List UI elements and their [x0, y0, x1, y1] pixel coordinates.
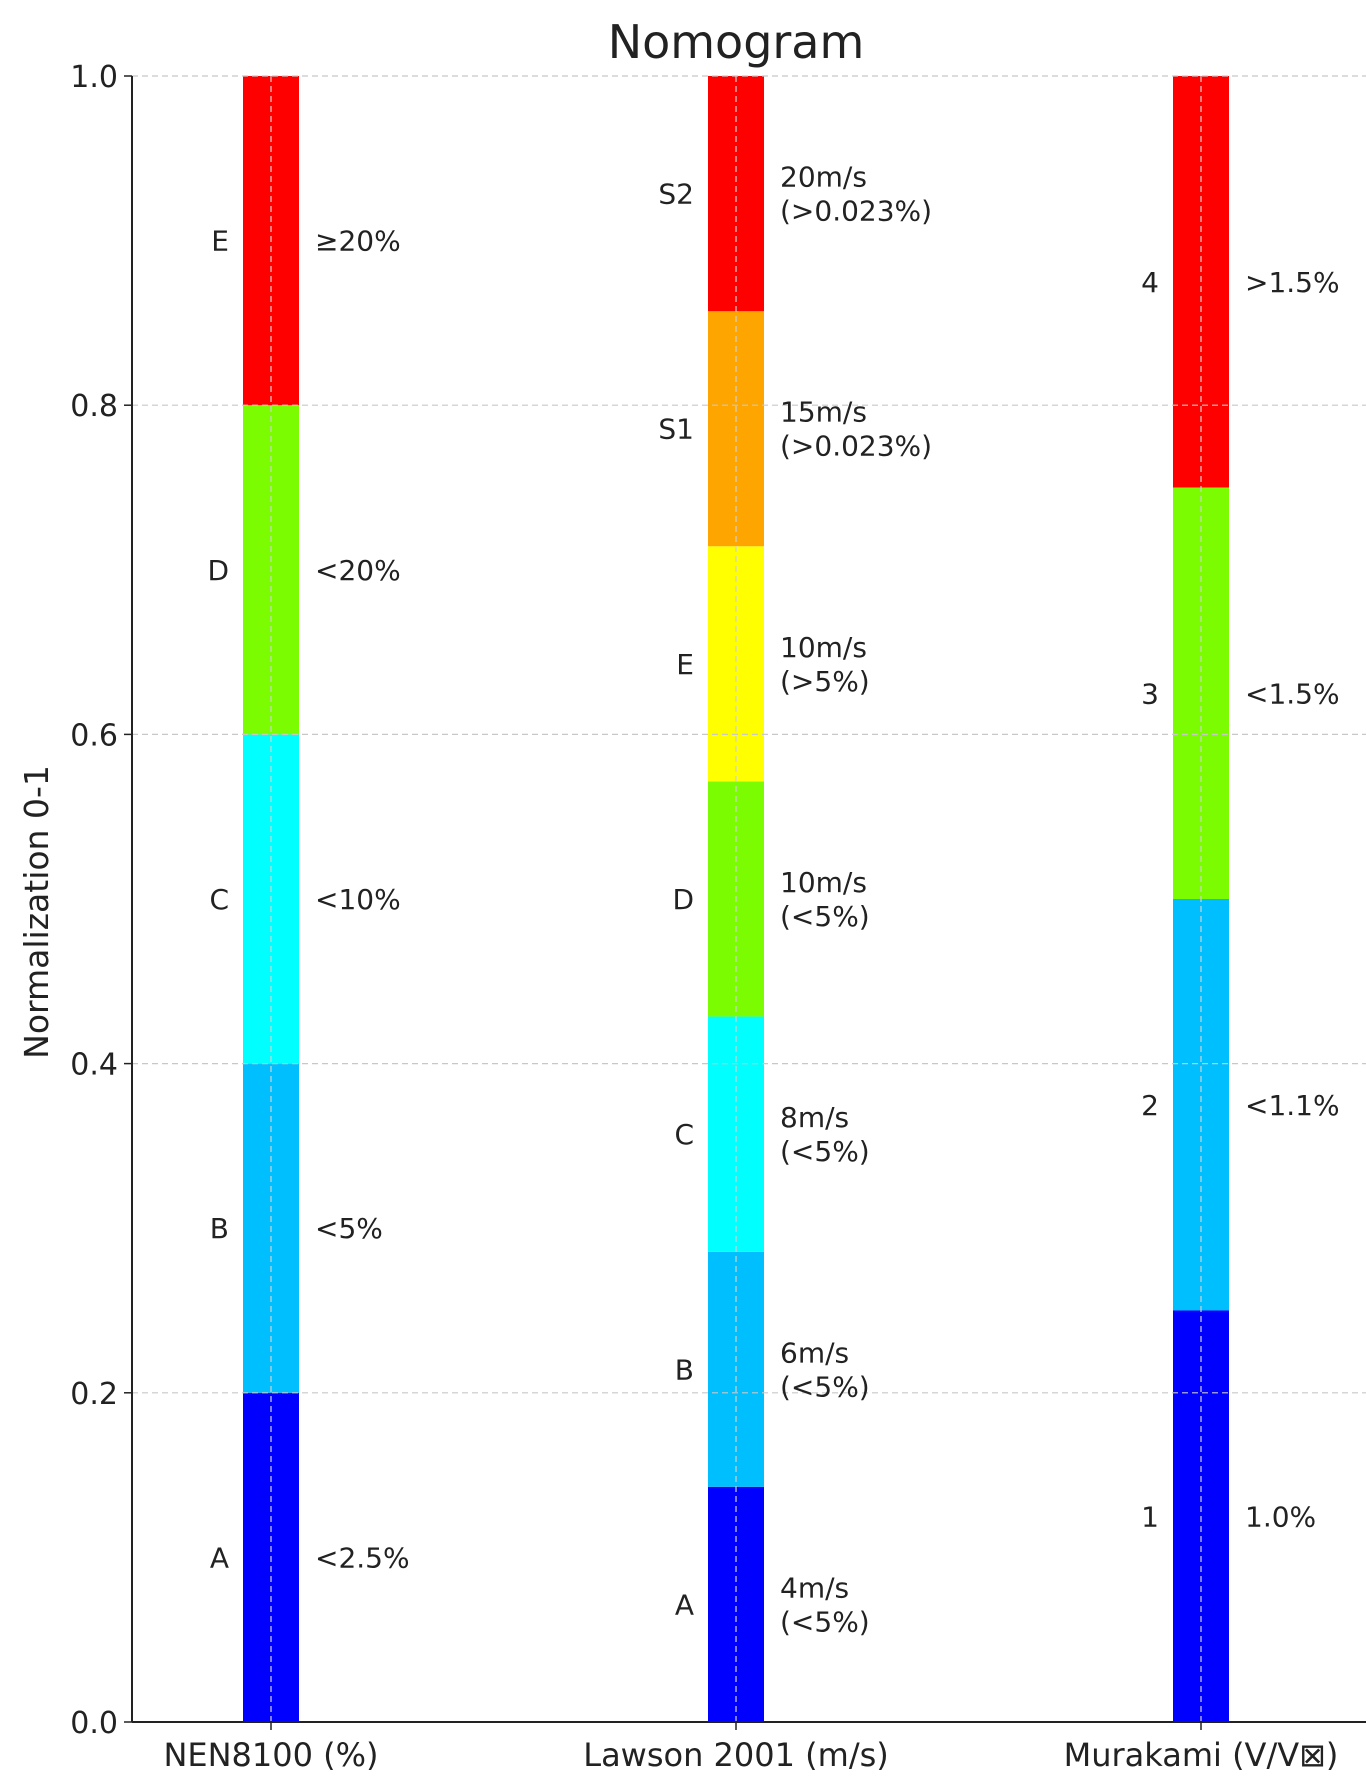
y-axis-label: Normalization 0-1 — [17, 765, 56, 1059]
threshold-label: 6m/s (<5%) — [780, 1336, 870, 1403]
y-tick-label: 0.0 — [70, 1706, 118, 1741]
class-label: 3 — [1141, 677, 1159, 710]
bar-segment — [708, 1486, 764, 1722]
x-tick-label: NEN8100 (%) — [163, 1736, 378, 1774]
threshold-label: <1.1% — [1245, 1089, 1340, 1122]
bar-segment — [708, 546, 764, 782]
class-label: S2 — [658, 178, 694, 211]
threshold-label-line: 4m/s — [780, 1571, 849, 1604]
threshold-label-line: ≥20% — [315, 225, 401, 258]
class-label: S1 — [658, 413, 694, 446]
threshold-label: <5% — [315, 1212, 383, 1245]
threshold-label: <10% — [315, 883, 401, 916]
x-tick-label: Murakami (V/V⊠) — [1064, 1736, 1339, 1774]
threshold-label-line: 10m/s — [780, 631, 867, 664]
class-label: D — [672, 883, 694, 916]
bar-segment — [708, 76, 764, 312]
threshold-label-line: <10% — [315, 883, 401, 916]
threshold-label-line: <20% — [315, 554, 401, 587]
threshold-label-line: 8m/s — [780, 1101, 849, 1134]
threshold-label-line: 15m/s — [780, 396, 867, 429]
x-tick-label: Lawson 2001 (m/s) — [583, 1736, 889, 1774]
class-label: 2 — [1141, 1089, 1159, 1122]
class-label: 4 — [1141, 266, 1159, 299]
threshold-label: 8m/s (<5%) — [780, 1101, 870, 1168]
threshold-label-line: <1.1% — [1245, 1089, 1340, 1122]
axes — [124, 75, 1366, 1730]
class-label: A — [210, 1541, 229, 1574]
threshold-label: 15m/s (>0.023%) — [780, 396, 932, 463]
class-label: E — [211, 225, 229, 258]
threshold-label: >1.5% — [1245, 266, 1340, 299]
bar-segment — [708, 1016, 764, 1252]
class-label: E — [676, 648, 694, 681]
threshold-label-line: 1.0% — [1245, 1500, 1316, 1533]
threshold-label-line: <1.5% — [1245, 677, 1340, 710]
y-tick-label: 0.8 — [70, 389, 118, 424]
threshold-label: 4m/s (<5%) — [780, 1571, 870, 1638]
threshold-label-line: >1.5% — [1245, 266, 1340, 299]
threshold-label: 10m/s (<5%) — [780, 866, 870, 933]
threshold-label-line: (<5%) — [780, 1370, 870, 1403]
threshold-label: <20% — [315, 554, 401, 587]
threshold-label-line: 10m/s — [780, 866, 867, 899]
y-tick-label: 0.4 — [70, 1048, 118, 1083]
class-label: C — [209, 883, 229, 916]
class-label: C — [674, 1118, 694, 1151]
chart-title: Nomogram — [608, 15, 865, 69]
threshold-label-line: (<5%) — [780, 900, 870, 933]
threshold-label-line: (<5%) — [780, 1135, 870, 1168]
threshold-label-line: <5% — [315, 1212, 383, 1245]
threshold-label: ≥20% — [315, 225, 401, 258]
threshold-label: <2.5% — [315, 1541, 410, 1574]
labels-layer: 0.0 0.2 0.4 0.6 0.8 1.0 A <2.5% B <5% C <10% D <20% E ≥… — [70, 60, 1339, 1774]
class-label: A — [675, 1588, 694, 1621]
threshold-label: 1.0% — [1245, 1500, 1316, 1533]
class-label: D — [207, 554, 229, 587]
threshold-label-line: 6m/s — [780, 1336, 849, 1369]
threshold-label-line: (<5%) — [780, 1605, 870, 1638]
y-tick-label: 0.2 — [70, 1377, 118, 1412]
y-tick-label: 1.0 — [70, 60, 118, 95]
class-label: 1 — [1141, 1500, 1159, 1533]
threshold-label-line: <2.5% — [315, 1541, 410, 1574]
threshold-label-line: (>0.023%) — [780, 195, 932, 228]
threshold-label: 20m/s (>0.023%) — [780, 161, 932, 228]
grid-lines — [132, 75, 1366, 1722]
threshold-label: 10m/s (>5%) — [780, 631, 870, 698]
threshold-label: <1.5% — [1245, 677, 1340, 710]
threshold-label-line: (>5%) — [780, 665, 870, 698]
class-label: B — [210, 1212, 229, 1245]
threshold-label-line: (>0.023%) — [780, 430, 932, 463]
threshold-label-line: 20m/s — [780, 161, 867, 194]
y-tick-label: 0.6 — [70, 718, 118, 753]
class-label: B — [675, 1353, 694, 1386]
